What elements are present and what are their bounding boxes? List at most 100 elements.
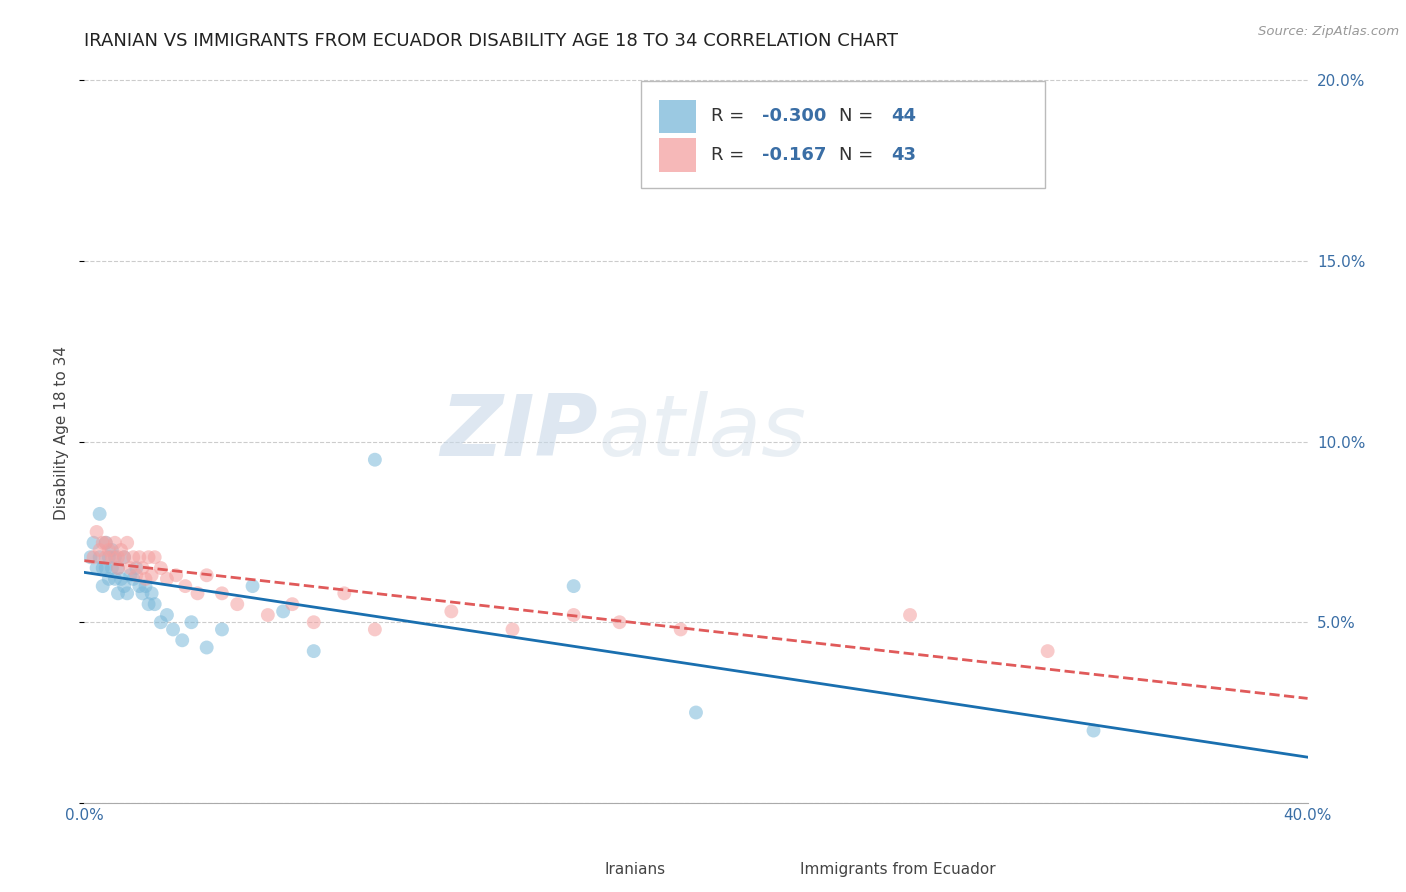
Point bbox=[86, 561, 108, 575]
Point bbox=[440, 604, 463, 618]
Bar bbox=[659, 100, 696, 133]
Point bbox=[149, 561, 172, 575]
Text: 44: 44 bbox=[891, 108, 917, 126]
Point bbox=[172, 633, 194, 648]
Point bbox=[141, 586, 163, 600]
Text: -0.167: -0.167 bbox=[762, 146, 827, 164]
Point bbox=[162, 623, 184, 637]
Point bbox=[91, 579, 114, 593]
Point bbox=[302, 615, 325, 630]
Point bbox=[101, 550, 124, 565]
Point bbox=[91, 535, 114, 549]
Point bbox=[94, 550, 117, 565]
Point bbox=[149, 615, 172, 630]
Point bbox=[128, 579, 150, 593]
Point bbox=[333, 586, 356, 600]
Text: N =: N = bbox=[839, 108, 879, 126]
Point bbox=[195, 568, 218, 582]
Text: N =: N = bbox=[839, 146, 879, 164]
Point bbox=[669, 623, 692, 637]
Bar bbox=[586, 856, 610, 880]
Point bbox=[101, 561, 124, 575]
Point bbox=[226, 597, 249, 611]
Point bbox=[562, 579, 585, 593]
Point bbox=[1083, 723, 1105, 738]
Point bbox=[89, 550, 111, 565]
Text: atlas: atlas bbox=[598, 391, 806, 475]
Bar bbox=[782, 856, 806, 880]
Point bbox=[89, 543, 111, 558]
Point bbox=[97, 550, 120, 565]
Point bbox=[112, 579, 135, 593]
Point bbox=[135, 572, 157, 586]
Text: IRANIAN VS IMMIGRANTS FROM ECUADOR DISABILITY AGE 18 TO 34 CORRELATION CHART: IRANIAN VS IMMIGRANTS FROM ECUADOR DISAB… bbox=[84, 32, 898, 50]
Point bbox=[257, 607, 280, 622]
Point bbox=[302, 644, 325, 658]
Point bbox=[91, 561, 114, 575]
Text: Source: ZipAtlas.com: Source: ZipAtlas.com bbox=[1258, 25, 1399, 38]
Point bbox=[122, 550, 145, 565]
Point bbox=[281, 597, 304, 611]
Text: 43: 43 bbox=[891, 146, 917, 164]
Bar bbox=[659, 138, 696, 171]
Point bbox=[110, 572, 132, 586]
Text: R =: R = bbox=[710, 146, 749, 164]
Y-axis label: Disability Age 18 to 34: Disability Age 18 to 34 bbox=[53, 345, 69, 520]
Point bbox=[502, 623, 524, 637]
Point bbox=[101, 543, 124, 558]
Point bbox=[685, 706, 707, 720]
Point bbox=[128, 550, 150, 565]
Point bbox=[89, 507, 111, 521]
Point bbox=[143, 550, 166, 565]
Point bbox=[112, 550, 135, 565]
Point bbox=[110, 543, 132, 558]
Point bbox=[125, 568, 148, 582]
Point bbox=[86, 524, 108, 539]
Text: R =: R = bbox=[710, 108, 749, 126]
Point bbox=[97, 572, 120, 586]
Point bbox=[211, 586, 233, 600]
Point bbox=[107, 586, 129, 600]
Point bbox=[94, 535, 117, 549]
Text: ZIP: ZIP bbox=[440, 391, 598, 475]
Point bbox=[211, 623, 233, 637]
Point bbox=[143, 597, 166, 611]
Point bbox=[79, 550, 101, 565]
Point bbox=[174, 579, 197, 593]
FancyBboxPatch shape bbox=[641, 81, 1045, 188]
Point bbox=[165, 568, 187, 582]
Point bbox=[242, 579, 264, 593]
Point bbox=[107, 561, 129, 575]
Point bbox=[180, 615, 202, 630]
Point bbox=[131, 586, 153, 600]
Point bbox=[271, 604, 294, 618]
Point bbox=[107, 550, 129, 565]
Point bbox=[609, 615, 631, 630]
Point bbox=[1036, 644, 1059, 658]
Point bbox=[156, 607, 179, 622]
Point bbox=[195, 640, 218, 655]
Text: Iranians: Iranians bbox=[605, 862, 665, 877]
Point bbox=[135, 579, 157, 593]
Point bbox=[104, 535, 127, 549]
Point bbox=[138, 597, 160, 611]
Point bbox=[94, 561, 117, 575]
Point bbox=[104, 550, 127, 565]
Point bbox=[138, 550, 160, 565]
Point bbox=[112, 550, 135, 565]
Point bbox=[141, 568, 163, 582]
Point bbox=[120, 561, 142, 575]
Point bbox=[364, 452, 387, 467]
Point bbox=[115, 535, 138, 549]
Point bbox=[131, 561, 153, 575]
Point bbox=[186, 586, 208, 600]
Point bbox=[156, 572, 179, 586]
Point bbox=[120, 568, 142, 582]
Text: Immigrants from Ecuador: Immigrants from Ecuador bbox=[800, 862, 995, 877]
Point bbox=[898, 607, 921, 622]
Point bbox=[562, 607, 585, 622]
Point bbox=[122, 572, 145, 586]
Point bbox=[94, 535, 117, 549]
Point bbox=[107, 561, 129, 575]
Point bbox=[125, 561, 148, 575]
